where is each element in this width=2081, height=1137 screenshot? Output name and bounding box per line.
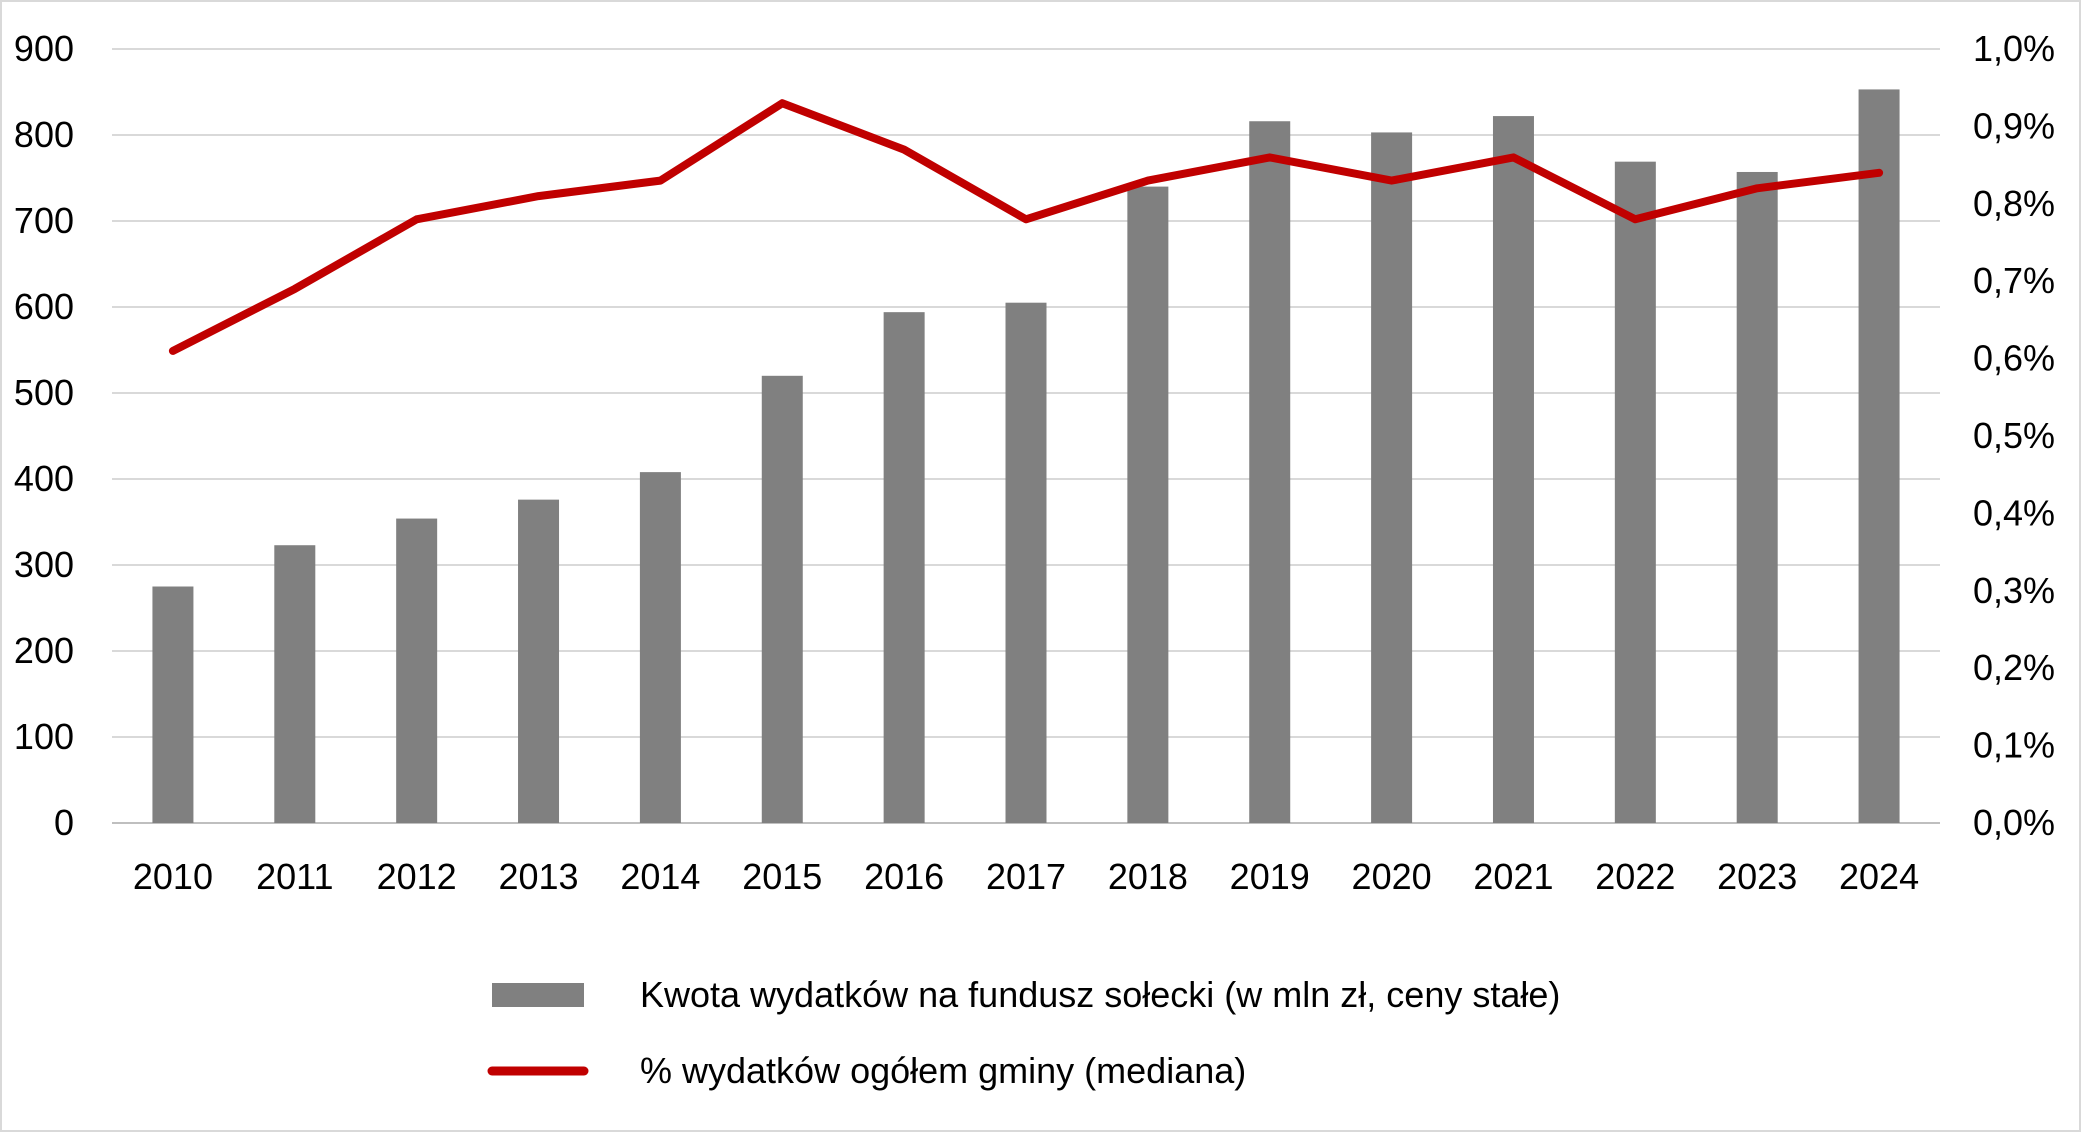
legend: Kwota wydatków na fundusz sołecki (w mln… [487, 974, 1560, 1091]
left-y-tick-label: 300 [14, 544, 74, 585]
legend-label-bar: Kwota wydatków na fundusz sołecki (w mln… [640, 974, 1560, 1015]
line-point [781, 102, 783, 104]
bar [152, 586, 194, 823]
x-tick-label: 2024 [1839, 856, 1919, 897]
left-y-tick-label: 100 [14, 716, 74, 757]
bar [1127, 186, 1169, 824]
bar [396, 518, 438, 823]
bar [639, 472, 681, 823]
line-point [1878, 172, 1880, 174]
line-point [1147, 180, 1149, 182]
right-y-tick-label: 0,8% [1973, 183, 2055, 224]
x-tick-label: 2013 [498, 856, 578, 897]
bar [1614, 161, 1656, 823]
right-y-tick-label: 0,5% [1973, 415, 2055, 456]
x-tick-label: 2012 [377, 856, 457, 897]
line-point [1269, 156, 1271, 158]
legend-label-line: % wydatków ogółem gminy (mediana) [640, 1050, 1246, 1091]
left-y-tick-label: 500 [14, 372, 74, 413]
x-tick-label: 2019 [1230, 856, 1310, 897]
right-y-tick-label: 0,9% [1973, 105, 2055, 146]
right-y-tick-label: 0,3% [1973, 570, 2055, 611]
bar [1005, 302, 1047, 823]
line-point [1025, 218, 1027, 220]
bar [1249, 121, 1291, 824]
line-point [1391, 180, 1393, 182]
bar [883, 312, 925, 823]
right-y-axis: 0,0% 0,1% 0,2% 0,3% 0,4% 0,5% 0,6% 0,7% 0,8% 0,9%… [1973, 28, 2055, 843]
bar [518, 499, 560, 823]
bar [1492, 116, 1534, 823]
line-point [903, 149, 905, 151]
left-y-tick-label: 800 [14, 114, 74, 155]
right-y-tick-label: 0,1% [1973, 725, 2055, 766]
left-y-tick-label: 0 [54, 802, 74, 843]
x-tick-label: 2020 [1352, 856, 1432, 897]
left-y-tick-label: 600 [14, 286, 74, 327]
line-point [1512, 156, 1514, 158]
line-point [172, 350, 174, 352]
x-axis: 2010 2011 2012 2013 2014 2015 2016 2017 2018 2019… [133, 856, 1919, 897]
x-tick-label: 2014 [620, 856, 700, 897]
bar [1858, 89, 1900, 824]
legend-item-line: % wydatków ogółem gminy (mediana) [487, 1050, 1246, 1091]
left-y-tick-label: 400 [14, 458, 74, 499]
bar [274, 545, 316, 823]
left-y-tick-label: 200 [14, 630, 74, 671]
line-point [416, 218, 418, 220]
bar-series [152, 89, 1900, 824]
x-tick-label: 2016 [864, 856, 944, 897]
left-y-tick-label: 700 [14, 200, 74, 241]
right-y-tick-label: 0,4% [1973, 492, 2055, 533]
left-y-tick-label: 900 [14, 28, 74, 69]
x-tick-label: 2023 [1717, 856, 1797, 897]
line-point [659, 180, 661, 182]
bar [761, 375, 803, 823]
legend-item-bar: Kwota wydatków na fundusz sołecki (w mln… [492, 974, 1560, 1015]
right-y-tick-label: 1,0% [1973, 28, 2055, 69]
line-series [168, 99, 1884, 355]
x-tick-label: 2010 [133, 856, 213, 897]
line-point [294, 288, 296, 290]
line-point [1756, 187, 1758, 189]
legend-swatch-bar [492, 983, 584, 1007]
right-y-tick-label: 0,2% [1973, 647, 2055, 688]
x-tick-label: 2021 [1473, 856, 1553, 897]
right-y-tick-label: 0,0% [1973, 802, 2055, 843]
x-tick-label: 2017 [986, 856, 1066, 897]
x-tick-label: 2011 [256, 856, 333, 897]
bar [1736, 171, 1778, 824]
right-y-tick-label: 0,6% [1973, 338, 2055, 379]
x-tick-label: 2018 [1108, 856, 1188, 897]
right-y-tick-label: 0,7% [1973, 260, 2055, 301]
line-point [538, 195, 540, 197]
bar [1371, 132, 1413, 824]
line-point [1634, 218, 1636, 220]
left-y-axis: 0 100 200 300 400 500 600 700 800 900 [14, 28, 74, 843]
x-tick-label: 2022 [1595, 856, 1675, 897]
x-tick-label: 2015 [742, 856, 822, 897]
